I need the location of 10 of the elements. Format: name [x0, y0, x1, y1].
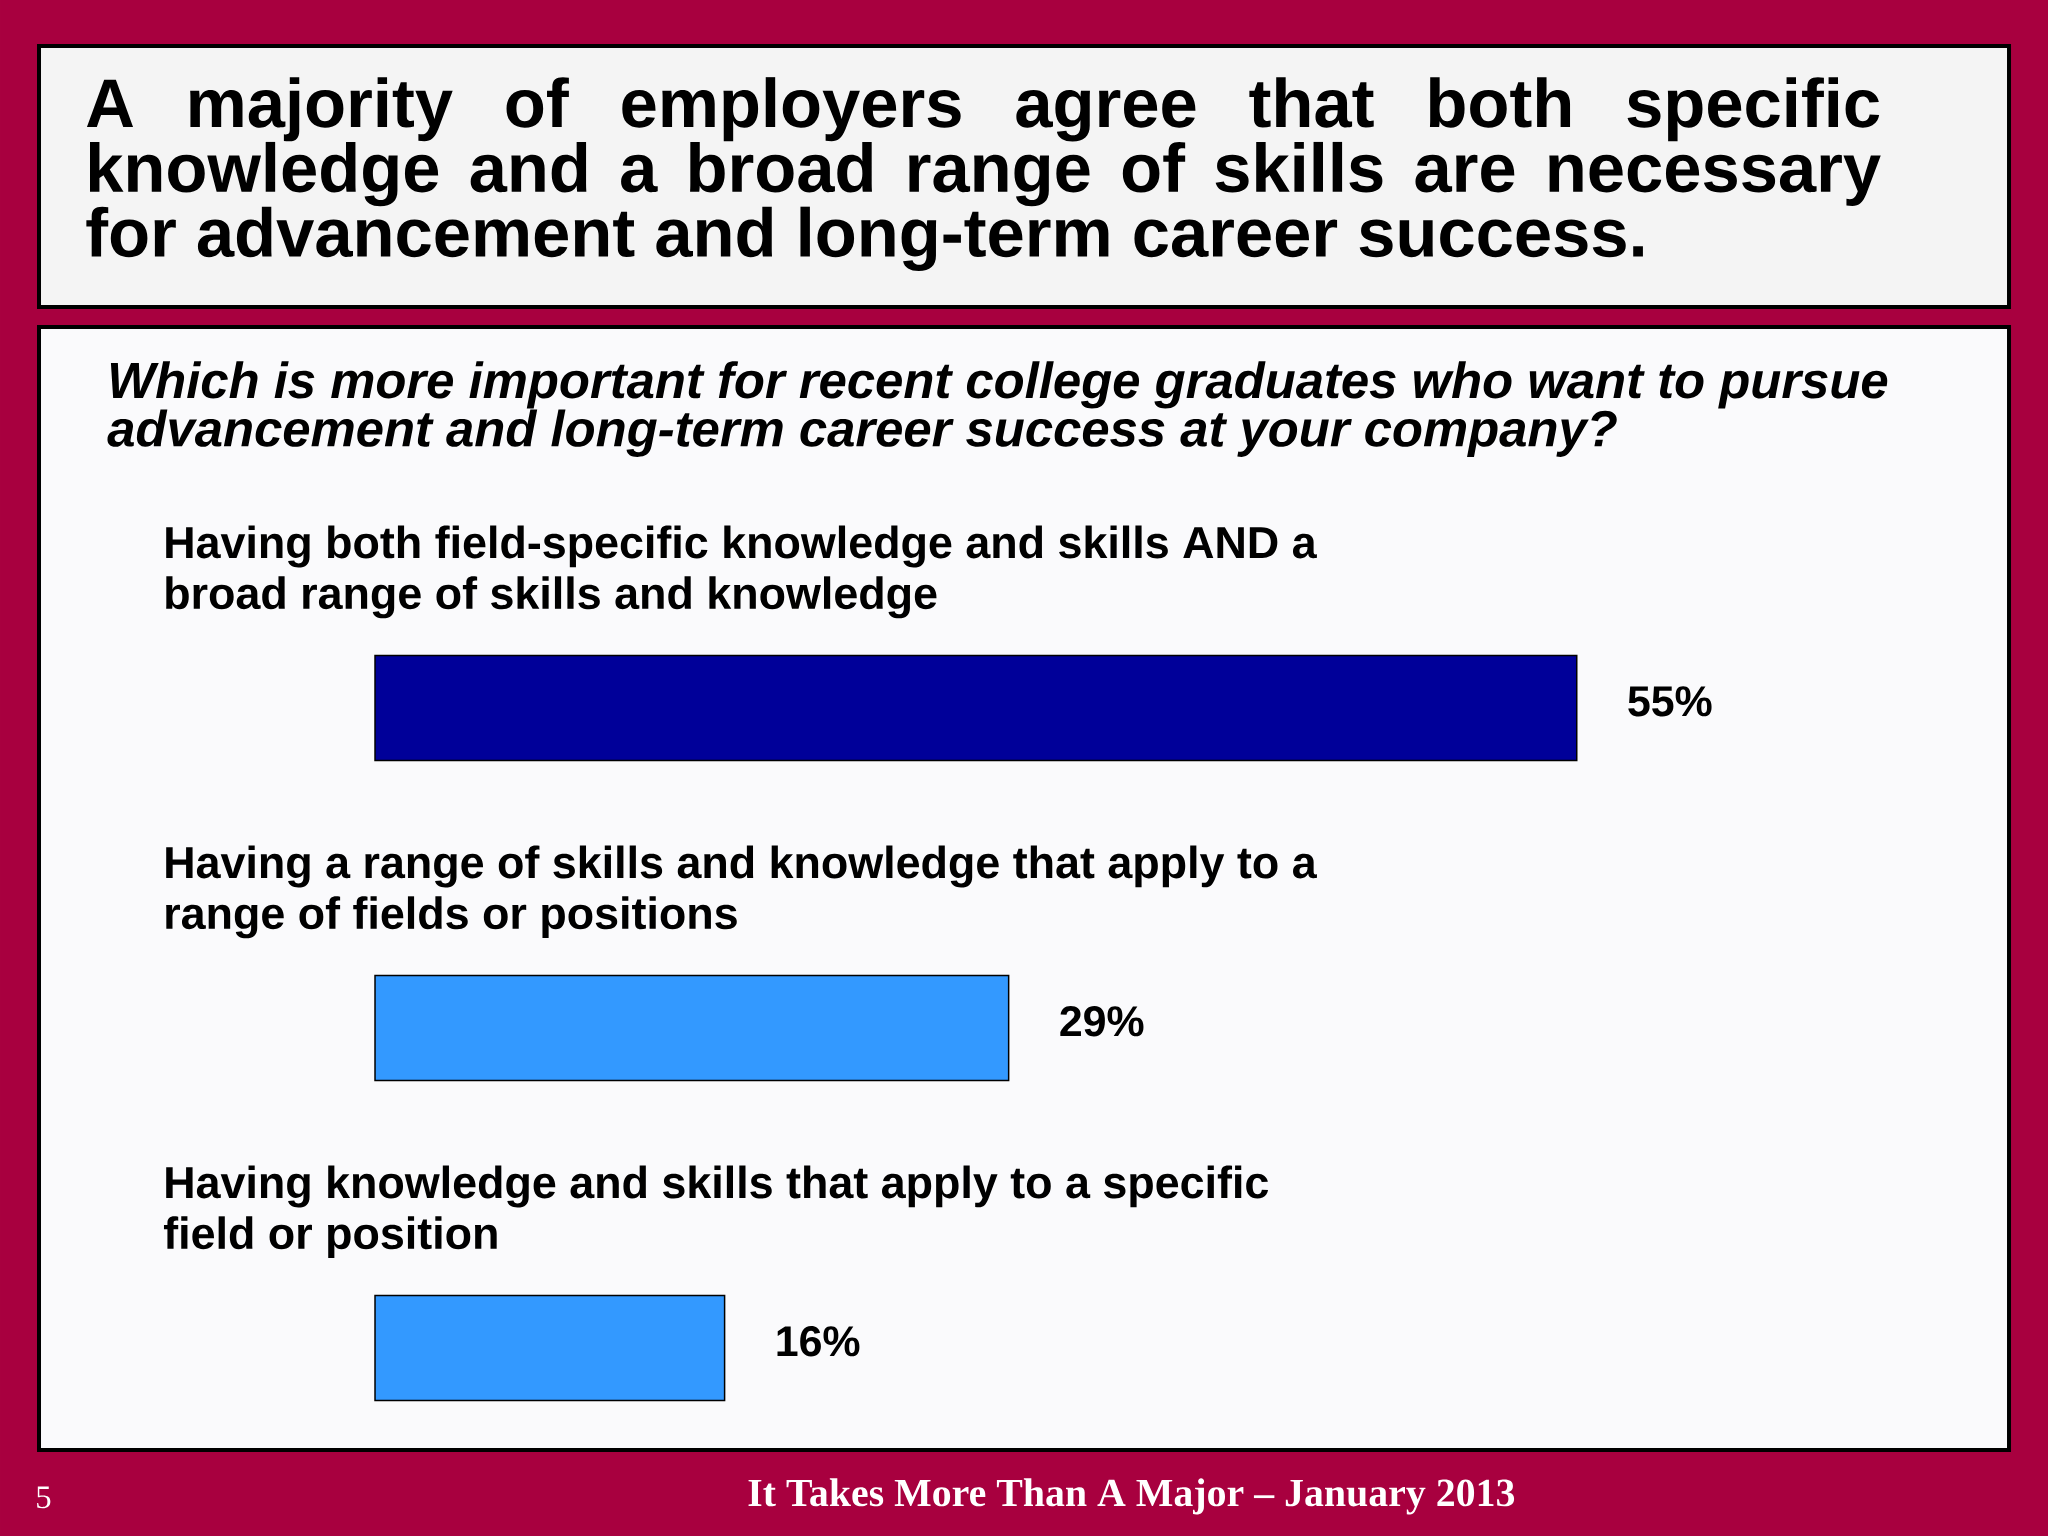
text: 5 [37, 1486, 51, 1509]
y-tick-label: Having knowledge and skills that apply to a specific field or position [163, 1165, 1269, 1259]
text: It Takes More Than A Major – January 2013 [748, 1478, 1515, 1515]
chart-subtitle: Which is more important for recent college graduates who want to pursue advancement and long-term career success at your company? [107, 361, 1888, 457]
chart-title: A majority of employers agree that both specific knowledge and a broad range of skills are necessary for advancement and long-term career success. [86, 77, 1881, 272]
y-tick-label: Having both field-specific knowledge and skills AND a broad range of skills and knowledge [166, 525, 1317, 619]
data-label: 29% [1060, 1006, 1144, 1037]
data-label: 16% [777, 1326, 860, 1357]
y-tick-label: Having a range of skills and knowledge that apply to a range of fields or positions [166, 845, 1317, 939]
data-label: 55% [1628, 686, 1712, 717]
